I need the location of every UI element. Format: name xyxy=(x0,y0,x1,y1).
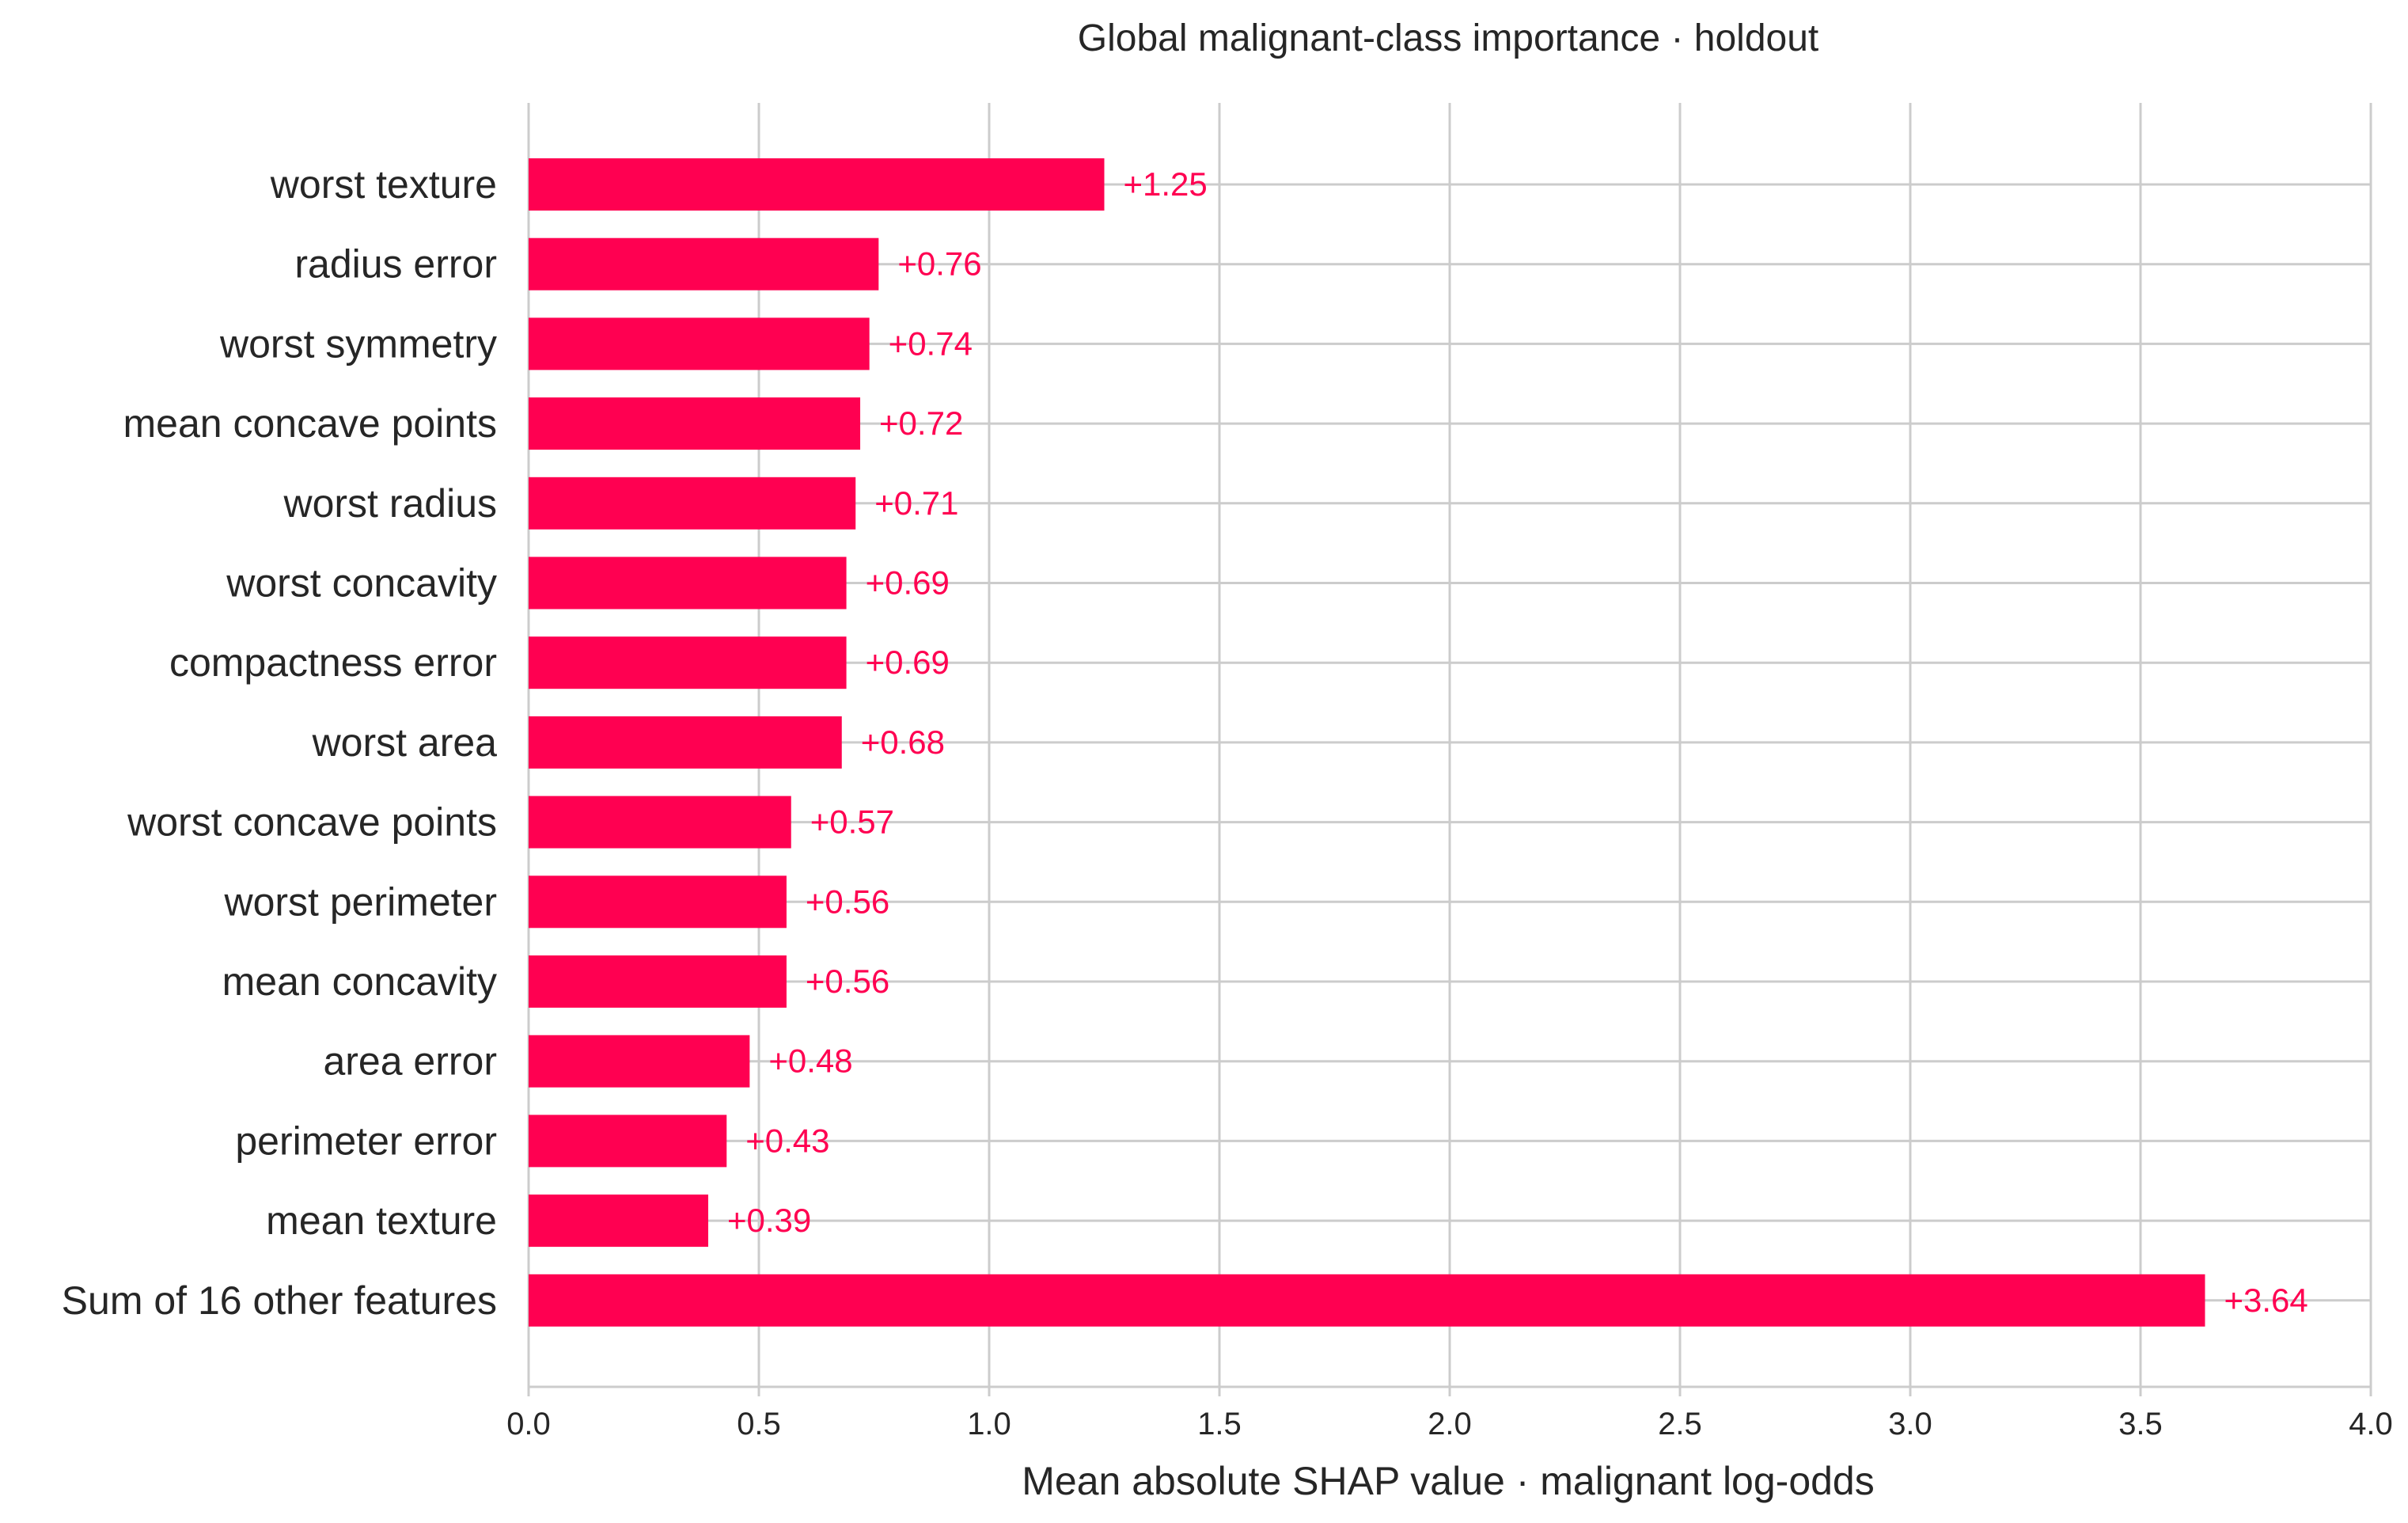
category-label: worst area xyxy=(312,720,498,765)
bar xyxy=(529,237,879,291)
value-label: +0.69 xyxy=(866,644,950,681)
bar xyxy=(529,1274,2205,1327)
value-label: +0.48 xyxy=(768,1043,852,1080)
bar xyxy=(529,955,787,1008)
bar xyxy=(529,317,870,370)
value-label: +0.68 xyxy=(861,724,945,761)
value-label: +0.72 xyxy=(879,404,963,442)
category-label: mean concavity xyxy=(222,959,497,1004)
category-label: perimeter error xyxy=(235,1119,497,1163)
category-label: Sum of 16 other features xyxy=(62,1278,497,1323)
x-axis-label: Mean absolute SHAP value · malignant log… xyxy=(1022,1459,1875,1503)
x-tick-label: 3.5 xyxy=(2118,1407,2163,1441)
category-label: radius error xyxy=(294,242,497,287)
value-label: +1.25 xyxy=(1124,165,1208,203)
bar xyxy=(529,556,847,610)
value-label: +0.43 xyxy=(745,1122,829,1159)
bar xyxy=(529,1035,750,1088)
x-axis: 0.0 0.5 1.0 1.5 2.0 2.5 3.0 3.5 4.0 xyxy=(506,1385,2393,1441)
category-label: worst texture xyxy=(270,162,497,207)
bars xyxy=(529,158,2205,1327)
bar xyxy=(529,875,787,929)
x-tick-label: 3.0 xyxy=(1888,1407,1932,1441)
value-label: +0.71 xyxy=(874,484,958,522)
category-label: worst concavity xyxy=(226,561,497,606)
bar xyxy=(529,796,791,849)
value-label: +0.39 xyxy=(727,1202,811,1239)
bar xyxy=(529,1194,708,1248)
category-labels: worst texture radius error worst symmetry m… xyxy=(62,162,498,1323)
category-label: worst perimeter xyxy=(223,879,497,924)
value-label: +0.56 xyxy=(806,963,889,1000)
category-label: worst radius xyxy=(283,481,497,526)
category-label: area error xyxy=(323,1039,497,1084)
category-label: worst concave points xyxy=(127,800,497,845)
bar xyxy=(529,1115,727,1168)
x-tick-label: 0.0 xyxy=(506,1407,551,1441)
value-label: +0.57 xyxy=(810,803,894,841)
category-label: mean concave points xyxy=(123,401,497,446)
x-tick-label: 2.5 xyxy=(1658,1407,1702,1441)
x-tick-label: 1.0 xyxy=(967,1407,1011,1441)
category-label: mean texture xyxy=(266,1198,497,1243)
value-label: +3.64 xyxy=(2224,1282,2308,1319)
x-tick-label: 4.0 xyxy=(2349,1407,2393,1441)
value-label: +0.56 xyxy=(806,883,889,920)
value-label: +0.76 xyxy=(897,245,981,283)
category-label: compactness error xyxy=(169,640,497,685)
x-tick-label: 0.5 xyxy=(737,1407,781,1441)
value-labels: +1.25 +0.76 +0.74 +0.72 +0.71 +0.69 +0.69 +0.68… xyxy=(727,165,2308,1319)
category-label: worst symmetry xyxy=(219,321,497,366)
bar xyxy=(529,636,847,689)
chart-title: Global malignant-class importance · hold… xyxy=(1078,17,1818,59)
x-tick-label: 1.5 xyxy=(1197,1407,1242,1441)
bar xyxy=(529,397,861,450)
bar xyxy=(529,716,842,769)
bar xyxy=(529,477,856,530)
value-label: +0.69 xyxy=(866,564,950,602)
value-label: +0.74 xyxy=(889,325,973,362)
bar xyxy=(529,158,1105,211)
x-tick-label: 2.0 xyxy=(1428,1407,1472,1441)
